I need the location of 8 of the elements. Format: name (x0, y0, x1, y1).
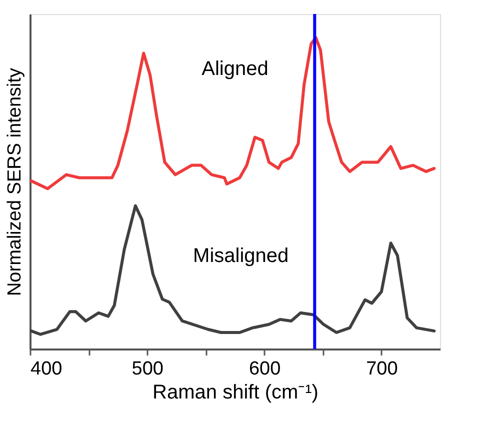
x-axis-title: Raman shift (cm⁻¹) (152, 382, 318, 404)
x-tick-label: 700 (366, 358, 398, 380)
x-tick-label: 400 (30, 358, 62, 380)
y-axis-title: Normalized SERS intensity (4, 67, 26, 296)
x-tick-label: 500 (132, 358, 164, 380)
x-tick-label: 600 (248, 358, 281, 380)
text: Misaligned (193, 244, 289, 267)
series-label: Aligned (202, 58, 268, 80)
